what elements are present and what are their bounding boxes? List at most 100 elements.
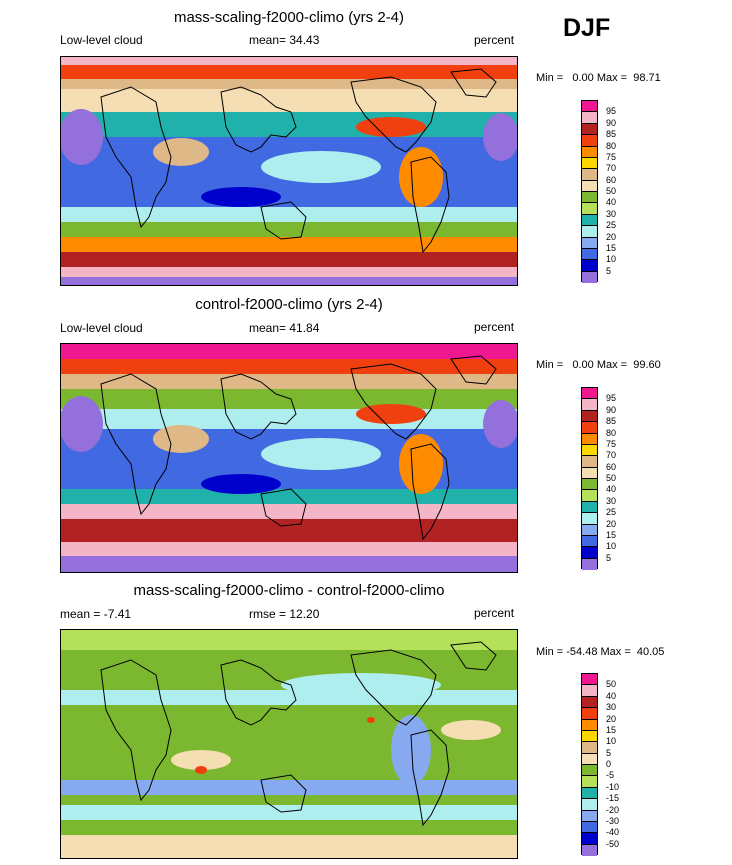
field-patch bbox=[201, 474, 281, 494]
panel-2-variable: Low-level cloud bbox=[60, 321, 143, 335]
field-patch bbox=[483, 400, 517, 448]
season-label: DJF bbox=[563, 14, 611, 42]
colorbar-swatch bbox=[582, 146, 597, 158]
field-patch bbox=[399, 147, 443, 207]
field-band bbox=[61, 207, 517, 222]
colorbar-swatch bbox=[582, 558, 597, 570]
panel-3-colorbar bbox=[581, 673, 598, 856]
colorbar-tick-label: -5 bbox=[606, 770, 615, 781]
colorbar-tick-label: 15 bbox=[606, 724, 617, 735]
colorbar-swatch bbox=[582, 513, 597, 525]
panel-1-map bbox=[60, 56, 518, 286]
coastline bbox=[260, 201, 307, 240]
field-band bbox=[61, 344, 517, 359]
field-band bbox=[61, 805, 517, 820]
colorbar-swatch bbox=[582, 260, 597, 272]
colorbar-swatch bbox=[582, 388, 597, 400]
colorbar-swatch bbox=[582, 719, 597, 731]
colorbar-tick-label: 85 bbox=[606, 129, 617, 140]
colorbar-tick-label: 25 bbox=[606, 507, 617, 518]
colorbar-tick-label: -50 bbox=[606, 838, 620, 849]
colorbar-tick-label: 60 bbox=[606, 461, 617, 472]
coastline bbox=[410, 443, 450, 541]
colorbar-swatch bbox=[582, 765, 597, 777]
field-band bbox=[61, 57, 517, 65]
colorbar-tick-label: 95 bbox=[606, 393, 617, 404]
field-band bbox=[61, 835, 517, 858]
colorbar-tick-label: 70 bbox=[606, 450, 617, 461]
colorbar-tick-label: -40 bbox=[606, 827, 620, 838]
colorbar-tick-label: 85 bbox=[606, 416, 617, 427]
coastline bbox=[100, 86, 172, 229]
colorbar-swatch bbox=[582, 730, 597, 743]
panel-1-units: percent bbox=[474, 33, 515, 47]
panel-2-map bbox=[60, 343, 518, 573]
colorbar-tick-label: 5 bbox=[606, 747, 612, 758]
field-band bbox=[61, 359, 517, 374]
colorbar-tick-label: 95 bbox=[606, 106, 617, 117]
colorbar-tick-label: 80 bbox=[606, 427, 617, 438]
coastline bbox=[450, 355, 497, 385]
field-band bbox=[61, 780, 517, 795]
colorbar-swatch bbox=[582, 501, 597, 514]
colorbar-tick-label: 20 bbox=[606, 518, 617, 529]
field-band bbox=[61, 277, 517, 285]
panel-3-mean: mean = -7.41 bbox=[60, 607, 132, 621]
colorbar-swatch bbox=[582, 214, 597, 227]
colorbar-swatch bbox=[582, 821, 597, 834]
colorbar-tick-label: 10 bbox=[606, 541, 617, 552]
field-band bbox=[61, 690, 517, 705]
coastline bbox=[220, 373, 297, 440]
colorbar-swatch bbox=[582, 708, 597, 720]
colorbar-tick-label: 75 bbox=[606, 151, 617, 162]
colorbar-tick-label: 25 bbox=[606, 220, 617, 231]
coastline bbox=[220, 659, 297, 726]
colorbar-tick-label: -20 bbox=[606, 804, 620, 815]
panel-2-minmax: Min = 0.00 Max = 99.60 bbox=[536, 359, 661, 371]
colorbar-tick-label: 15 bbox=[606, 242, 617, 253]
colorbar-swatch bbox=[582, 157, 597, 170]
colorbar-tick-label: 30 bbox=[606, 208, 617, 219]
colorbar-swatch bbox=[582, 123, 597, 136]
colorbar-tick-label: -15 bbox=[606, 793, 620, 804]
field-patch bbox=[367, 717, 375, 723]
field-band bbox=[61, 374, 517, 389]
field-patch bbox=[441, 720, 501, 740]
coastline bbox=[450, 68, 497, 98]
field-band bbox=[61, 630, 517, 650]
colorbar-tick-label: 0 bbox=[606, 759, 612, 769]
colorbar-tick-label: 15 bbox=[606, 529, 617, 540]
field-patch bbox=[281, 673, 441, 697]
colorbar-swatch bbox=[582, 237, 597, 249]
panel-3-map bbox=[60, 629, 518, 859]
colorbar-swatch bbox=[582, 433, 597, 445]
panel-3-rmse: rmse = 12.20 bbox=[249, 607, 320, 621]
field-band bbox=[61, 504, 517, 519]
field-band bbox=[61, 222, 517, 237]
panel-1-colorbar bbox=[581, 100, 598, 283]
field-patch bbox=[61, 109, 103, 165]
colorbar-swatch bbox=[582, 169, 597, 181]
field-band bbox=[61, 389, 517, 409]
colorbar-swatch bbox=[582, 192, 597, 204]
colorbar-tick-label: 5 bbox=[606, 552, 612, 563]
colorbar-swatch bbox=[582, 180, 597, 192]
colorbar-swatch bbox=[582, 467, 597, 479]
colorbar-swatch bbox=[582, 135, 597, 147]
colorbar-swatch bbox=[582, 203, 597, 215]
colorbar-swatch bbox=[582, 410, 597, 423]
field-patch bbox=[391, 715, 431, 785]
field-patch bbox=[201, 187, 281, 207]
colorbar-swatch bbox=[582, 456, 597, 468]
coastline bbox=[410, 156, 450, 254]
colorbar-tick-label: 40 bbox=[606, 484, 617, 495]
coastline bbox=[100, 373, 172, 516]
colorbar-swatch bbox=[582, 444, 597, 457]
field-band bbox=[61, 79, 517, 89]
coastline bbox=[350, 649, 437, 726]
colorbar-tick-label: 60 bbox=[606, 174, 617, 185]
colorbar-swatch bbox=[582, 787, 597, 800]
colorbar-tick-label: 50 bbox=[606, 186, 617, 196]
colorbar-tick-label: -30 bbox=[606, 815, 620, 826]
colorbar-swatch bbox=[582, 799, 597, 811]
